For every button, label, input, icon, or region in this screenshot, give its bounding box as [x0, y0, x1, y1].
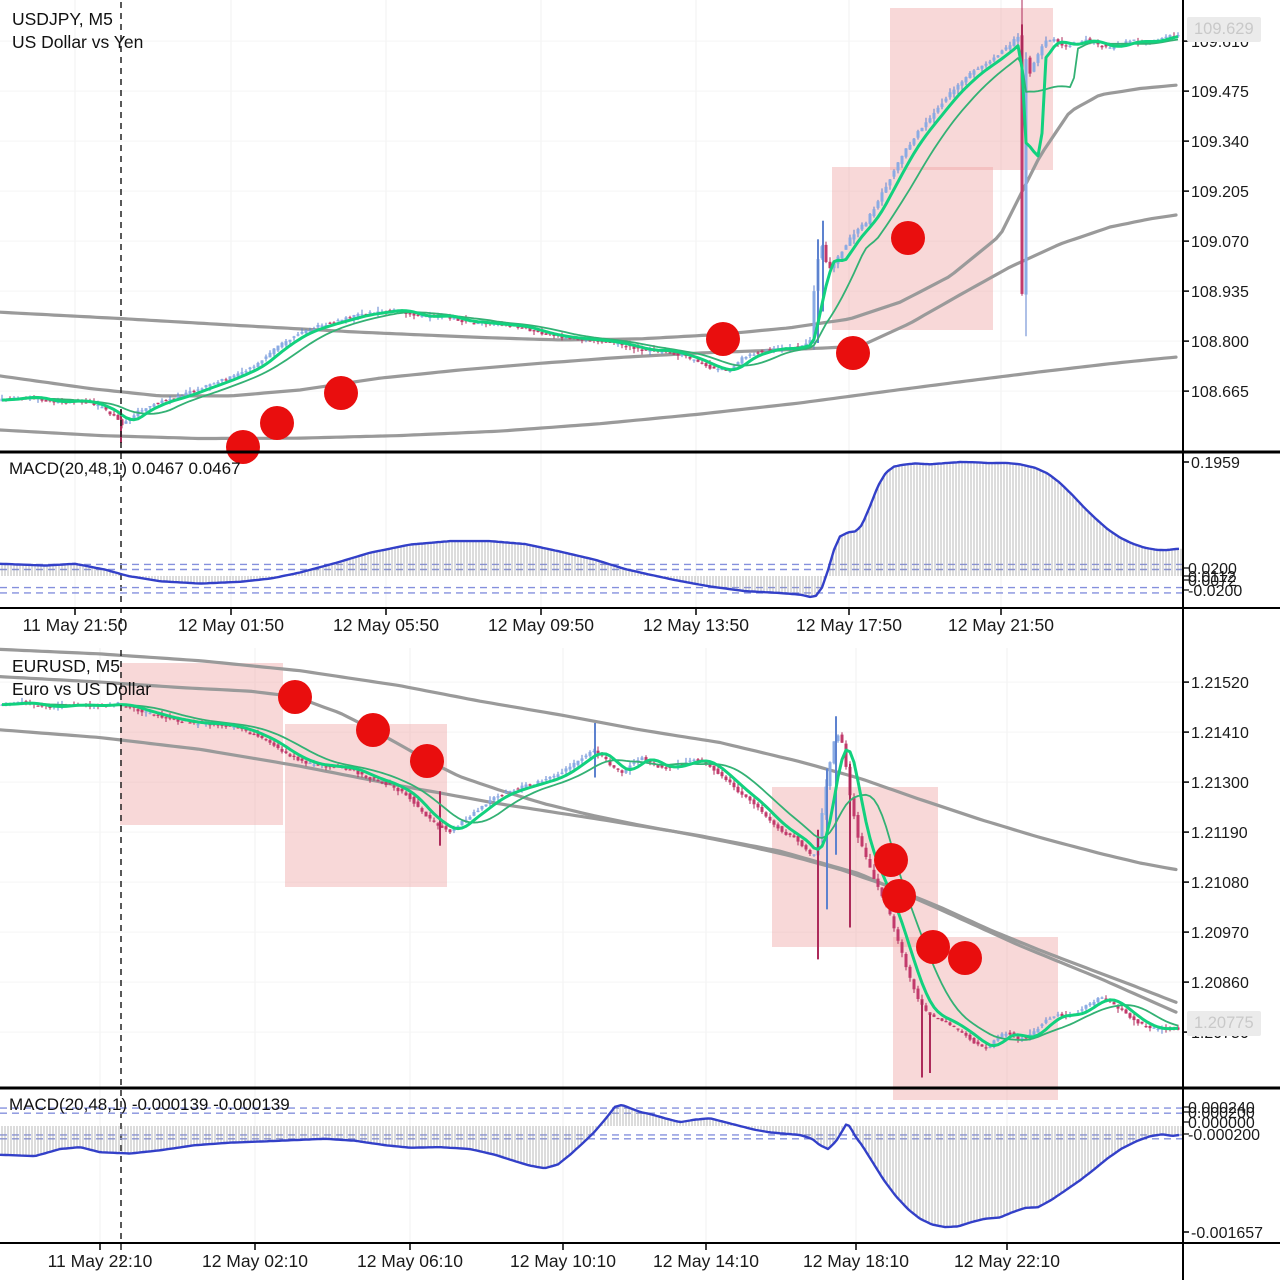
- signal-dot: [324, 376, 358, 410]
- macd-line: [0, 1104, 1180, 1229]
- time-axis-label: 11 May 22:10: [48, 1251, 153, 1271]
- ma-slow-line: [1, 702, 1179, 1041]
- price-tick-label: 108.665: [1191, 384, 1249, 401]
- time-axis-label: 12 May 05:50: [333, 615, 439, 635]
- price-tick-label: 1.21190: [1191, 825, 1248, 842]
- gray-band-middle: [0, 675, 1178, 1004]
- ma-fast-line: [1, 701, 1179, 1048]
- usdjpy-macd-header: MACD(20,48,1) 0.0467 0.0467: [9, 459, 241, 478]
- time-axis-label: 12 May 01:50: [178, 615, 284, 635]
- macd-axis-label: 0.0112: [1188, 569, 1236, 586]
- eurusd-macd-header: MACD(20,48,1) -0.000139 -0.000139: [9, 1095, 290, 1114]
- time-axis-label: 11 May 21:50: [23, 615, 128, 635]
- time-axis-label: 12 May 21:50: [948, 615, 1054, 635]
- time-axis-label: 12 May 13:50: [643, 615, 749, 635]
- signal-dot: [356, 713, 390, 747]
- signal-dot: [226, 430, 260, 464]
- signal-dot: [948, 941, 982, 975]
- time-axis-label: 12 May 09:50: [488, 615, 594, 635]
- macd-axis-label: 0.0072: [1188, 573, 1237, 590]
- usdjpy-description-label: US Dollar vs Yen: [12, 32, 144, 52]
- price-tick-label: 108.935: [1191, 284, 1249, 301]
- macd-axis-label: 0.000000: [1188, 1115, 1255, 1132]
- macd-extreme-label: 0.1959: [1191, 455, 1240, 472]
- usdjpy-symbol-label: USDJPY, M5: [12, 9, 113, 29]
- macd-axis-label: -0.000200: [1188, 1127, 1260, 1144]
- macd-axis-label: 0.0200: [1188, 561, 1237, 578]
- price-tick-label: 109.205: [1191, 184, 1249, 201]
- time-axis-label: 12 May 17:50: [796, 615, 902, 635]
- price-tick-label: 109.475: [1191, 84, 1249, 101]
- price-tick-label: 1.20970: [1191, 925, 1249, 942]
- gray-band-upper: [0, 647, 1178, 872]
- eurusd-current-price-badge: 1.20775: [1187, 1011, 1261, 1036]
- macd-extreme-label: -0.001657: [1191, 1225, 1263, 1242]
- signal-dot: [706, 322, 740, 356]
- usdjpy-panel: [0, 0, 1280, 640]
- time-axis-label: 12 May 10:10: [510, 1251, 616, 1271]
- macd-axis-label: 0.000200: [1188, 1105, 1255, 1122]
- price-tick-label: 1.21300: [1191, 775, 1249, 792]
- signal-dot: [278, 680, 312, 714]
- macd-line: [0, 460, 1180, 599]
- time-axis-label: 12 May 22:10: [954, 1251, 1060, 1271]
- price-tick-label: 1.21410: [1191, 725, 1249, 742]
- signal-dot: [836, 336, 870, 370]
- eurusd-panel: [0, 647, 1280, 1262]
- gray-band-middle: [0, 213, 1178, 398]
- price-tick-label: 109.340: [1191, 134, 1249, 151]
- ma-fast-line: [1, 35, 1179, 422]
- price-tick-label: 109.070: [1191, 234, 1249, 251]
- time-axis-label: 12 May 06:10: [357, 1251, 463, 1271]
- signal-dot: [882, 879, 916, 913]
- price-tick-label: 1.21520: [1191, 675, 1249, 692]
- signal-dot: [260, 406, 294, 440]
- eurusd-symbol-label: EURUSD, M5: [12, 656, 120, 676]
- time-axis-label: 12 May 18:10: [803, 1251, 909, 1271]
- eurusd-description-label: Euro vs US Dollar: [12, 679, 152, 699]
- ma-slow-line: [1, 38, 1179, 415]
- price-tick-label: 1.21080: [1191, 875, 1249, 892]
- macd-histogram: [1, 462, 1182, 597]
- time-axis-label: 12 May 02:10: [202, 1251, 308, 1271]
- signal-dot: [891, 221, 925, 255]
- usdjpy-current-price-badge: 109.629: [1187, 17, 1261, 42]
- gray-band-lower: [0, 355, 1178, 441]
- price-tick-label: 1.20860: [1191, 975, 1249, 992]
- macd-axis-label: -0.0200: [1188, 583, 1242, 600]
- gray-band-lower: [0, 728, 1178, 1014]
- macd-histogram: [1, 1105, 1182, 1227]
- price-tick-label: 108.800: [1191, 334, 1249, 351]
- signal-dot: [410, 744, 444, 778]
- time-axis-label: 12 May 14:10: [653, 1251, 759, 1271]
- signal-dot: [874, 843, 908, 877]
- macd-axis-label: 0.000240: [1188, 1100, 1255, 1117]
- signal-dot: [916, 930, 950, 964]
